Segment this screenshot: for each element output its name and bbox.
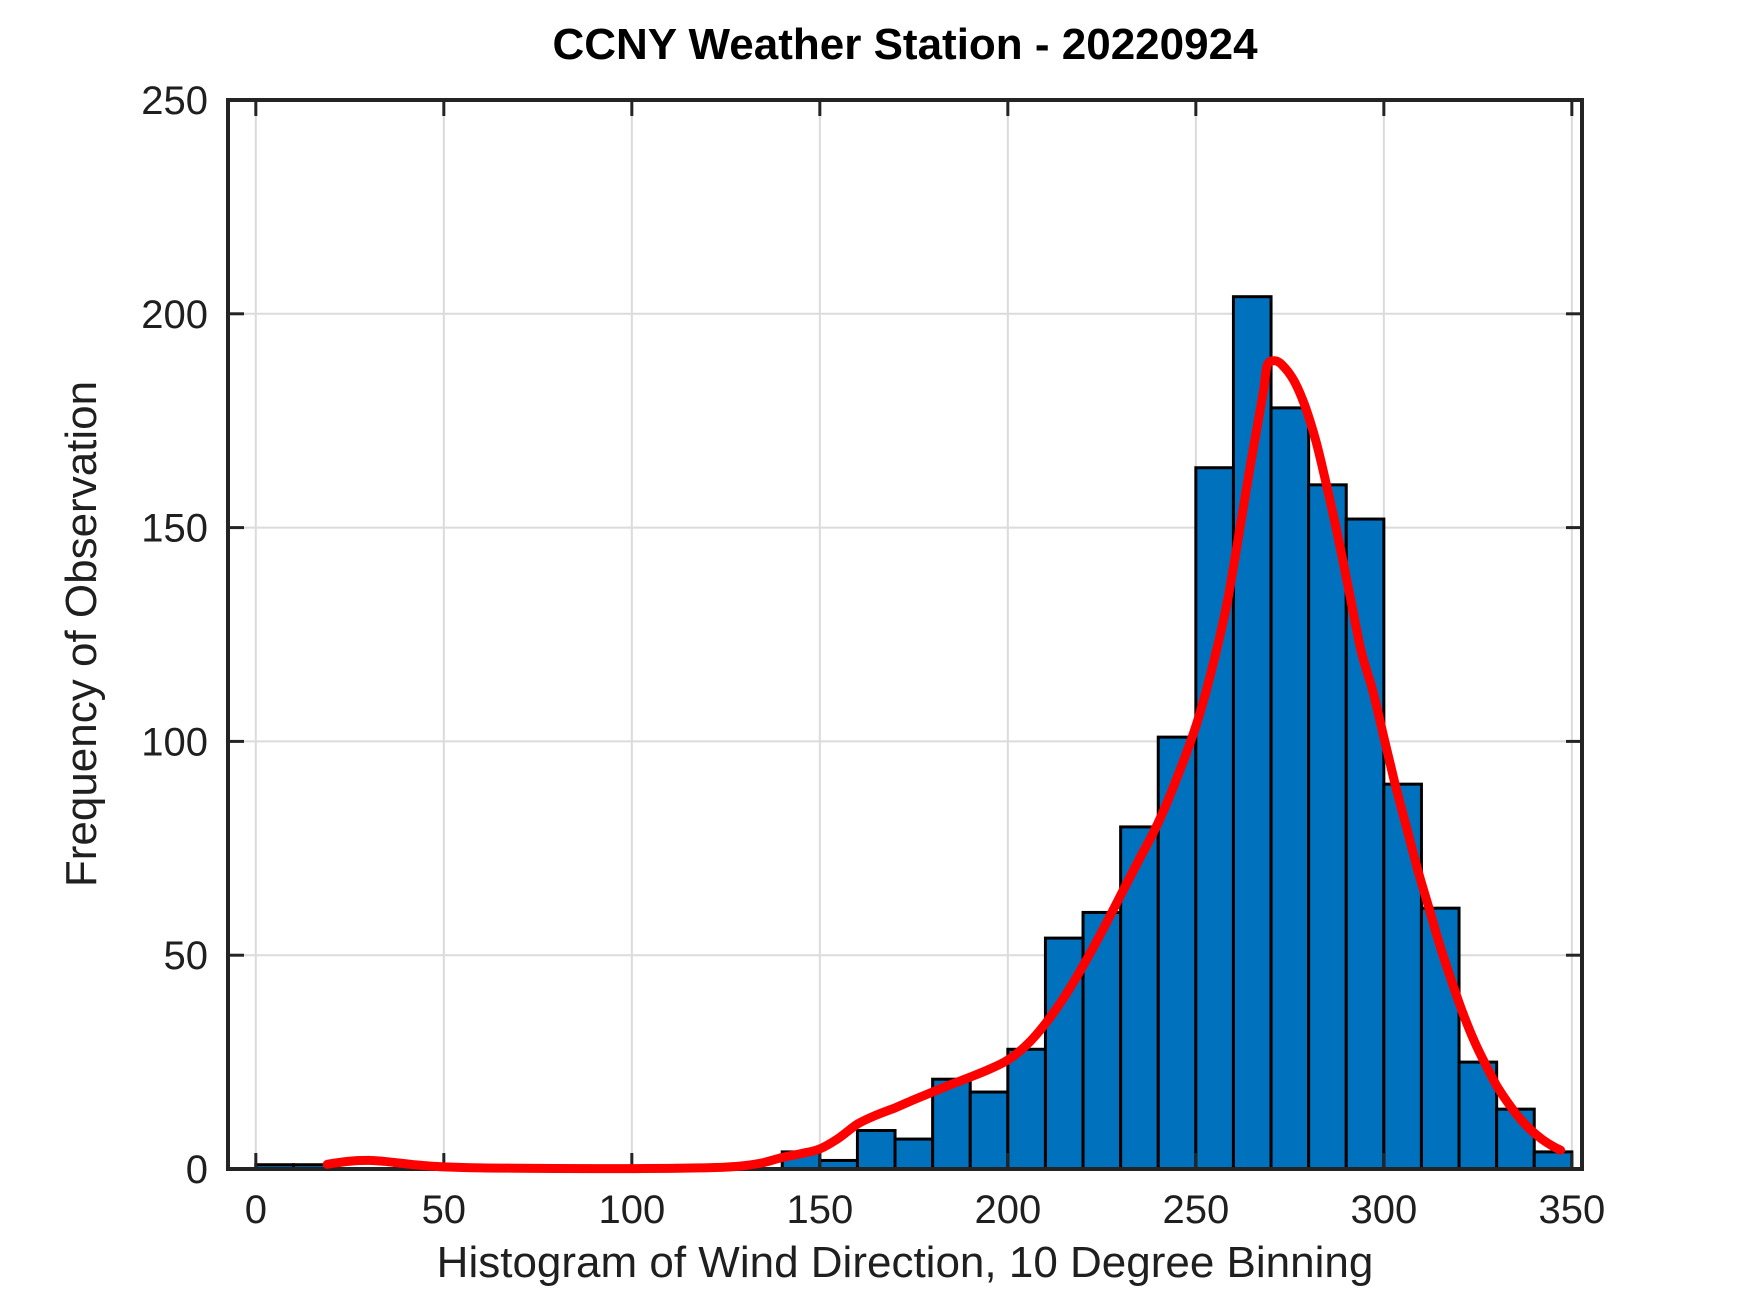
x-tick-label: 350 [1538, 1188, 1605, 1232]
histogram-bar [1532, 1150, 1574, 1171]
histogram-bar [855, 1129, 897, 1171]
histogram-bar [893, 1137, 935, 1171]
x-tick-label: 50 [422, 1188, 467, 1232]
histogram-bar [1231, 295, 1273, 1171]
y-axis-label: Frequency of Observation [57, 380, 106, 888]
x-tick-label: 150 [786, 1188, 853, 1232]
histogram-bar [1419, 906, 1461, 1171]
histogram-bar [968, 1090, 1010, 1171]
x-tick-label: 250 [1162, 1188, 1229, 1232]
y-tick-label: 200 [141, 293, 208, 337]
axes-border [226, 98, 1584, 1171]
y-tick-label: 0 [186, 1148, 208, 1192]
histogram-bar [1382, 782, 1423, 1171]
x-tick-label: 0 [245, 1188, 267, 1232]
chart-title: CCNY Weather Station - 20220924 [552, 20, 1258, 69]
x-tick-label: 300 [1350, 1188, 1417, 1232]
histogram-bar [1194, 466, 1235, 1171]
histogram-bar [1307, 483, 1348, 1171]
y-tick-label: 100 [141, 720, 208, 764]
y-tick-label: 50 [164, 934, 209, 978]
histogram-bar [1269, 406, 1311, 1171]
x-tick-label: 200 [974, 1188, 1041, 1232]
fit-curve [322, 356, 1566, 1174]
y-tick-label: 250 [141, 79, 208, 123]
y-tick-label: 150 [141, 507, 208, 551]
x-axis-label: Histogram of Wind Direction, 10 Degree B… [436, 1238, 1374, 1287]
x-tick-label: 100 [598, 1188, 665, 1232]
histogram-bar [1006, 1047, 1047, 1171]
